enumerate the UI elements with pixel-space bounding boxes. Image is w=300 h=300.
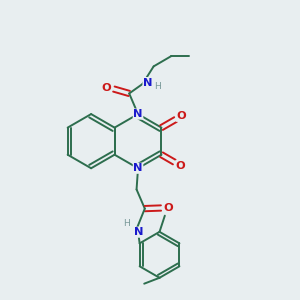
Text: N: N: [134, 227, 143, 237]
Text: O: O: [176, 161, 185, 171]
Text: N: N: [143, 78, 152, 88]
Text: N: N: [133, 163, 143, 173]
Text: H: H: [123, 219, 130, 228]
Text: H: H: [154, 82, 161, 91]
Text: O: O: [164, 203, 173, 213]
Text: N: N: [133, 109, 143, 119]
Text: O: O: [102, 82, 111, 93]
Text: O: O: [176, 111, 186, 121]
